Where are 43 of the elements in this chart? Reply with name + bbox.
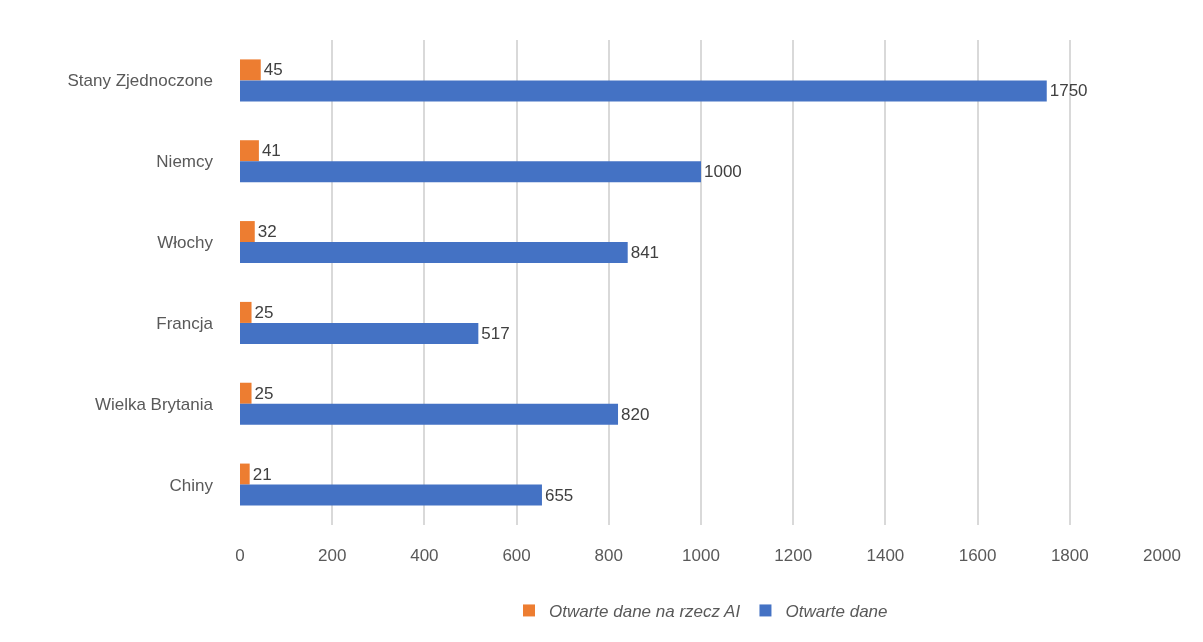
bar	[240, 59, 261, 81]
x-tick-label: 1400	[866, 546, 905, 565]
bar	[240, 221, 255, 243]
y-tick-label: Chiny	[169, 475, 214, 495]
bar	[240, 322, 479, 344]
x-tick-label: 800	[594, 546, 623, 565]
x-tick-label: 2000	[1143, 546, 1181, 565]
y-tick-label: Wielka Brytania	[94, 394, 214, 414]
data-label: 1000	[704, 162, 742, 182]
bar	[240, 161, 701, 183]
data-label: 32	[257, 222, 277, 242]
bar	[240, 382, 252, 404]
data-label: 41	[261, 141, 281, 161]
bar	[240, 301, 252, 323]
data-label: 25	[254, 302, 274, 322]
data-label: 25	[254, 383, 274, 403]
y-tick-label: Niemcy	[156, 152, 214, 172]
data-label: 21	[252, 464, 272, 484]
y-tick-label: Francja	[156, 313, 214, 333]
bar	[240, 80, 1047, 102]
bar	[240, 463, 250, 485]
bar	[240, 242, 628, 264]
y-tick-label: Stany Zjednoczone	[67, 71, 213, 91]
data-label: 517	[481, 323, 510, 343]
x-tick-label: 200	[318, 546, 347, 565]
x-tick-label: 1800	[1050, 546, 1089, 565]
x-tick-label: 600	[502, 546, 531, 565]
data-label: 841	[630, 243, 660, 263]
x-tick-label: 1600	[958, 546, 997, 565]
bar	[240, 403, 619, 425]
legend-label: Otwarte dane na rzecz AI	[549, 602, 741, 622]
data-label: 820	[621, 404, 650, 424]
data-label: 45	[263, 60, 283, 80]
x-tick-label: 400	[410, 546, 439, 565]
x-tick-label: 0	[235, 546, 245, 565]
bar	[240, 484, 542, 506]
data-label: 655	[544, 485, 574, 505]
data-label: 1750	[1049, 81, 1088, 101]
x-tick-label: 1000	[682, 546, 720, 565]
y-tick-label: Włochy	[157, 233, 214, 253]
x-tick-label: 1200	[774, 546, 813, 565]
bar	[240, 140, 259, 162]
legend-label: Otwarte dane	[785, 602, 888, 622]
